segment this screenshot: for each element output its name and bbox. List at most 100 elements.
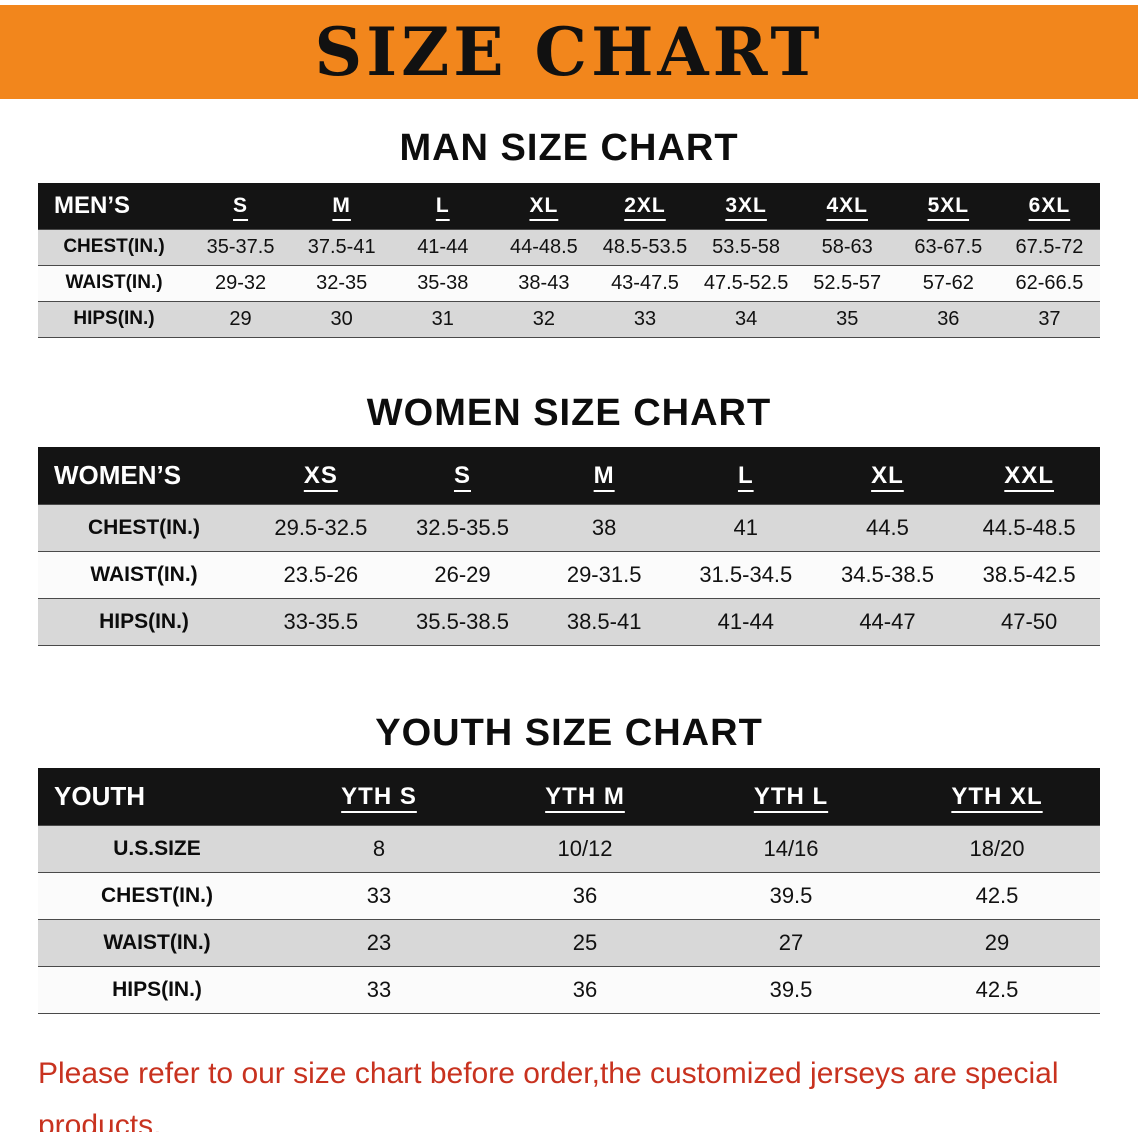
size-header-cell: 3XL	[695, 182, 797, 230]
value-cell: 8	[372, 836, 386, 862]
value-cell: 52.5-57	[813, 271, 882, 294]
value-cell: 29-31.5	[566, 562, 642, 588]
value-cell: 44.5	[866, 515, 909, 541]
value-cell: 26-29	[434, 562, 491, 588]
value-cell: 39.5	[769, 977, 813, 1003]
value-cell: 36	[572, 977, 598, 1003]
value-cell: 38.5-42.5	[982, 562, 1076, 588]
value-cell: 63-67.5	[914, 235, 983, 258]
value-cell: 34.5-38.5	[840, 562, 934, 588]
value-cell: 31	[431, 307, 454, 330]
value-cell: 10/12	[557, 836, 613, 862]
value-cell: 35	[836, 307, 859, 330]
size-header-cell: L	[674, 447, 817, 505]
value-cell: 36	[572, 883, 598, 909]
banner-title: SIZE CHART	[314, 13, 824, 91]
value-cell: 44-48.5	[509, 235, 578, 258]
value-cell: 42.5	[975, 883, 1019, 909]
size-chart-banner: SIZE CHART	[0, 5, 1138, 99]
value-cell: 23.5-26	[283, 562, 359, 588]
youth-section-heading: YOUTH SIZE CHART	[375, 712, 763, 755]
value-cell: 48.5-53.5	[602, 235, 688, 258]
size-header-cell: L	[392, 182, 494, 230]
size-header-cell: S	[190, 182, 292, 230]
youth-size-section: YOUTH SIZE CHART YOUTH YTH S YTH M YTH L YTH…	[0, 712, 1138, 1015]
footer-disclaimer: Please refer to our size chart before or…	[38, 1048, 1112, 1132]
row-label-cell: WAIST(IN.)	[65, 272, 163, 294]
value-cell: 37.5-41	[307, 235, 376, 258]
value-cell: 32-35	[316, 271, 368, 294]
value-cell: 41	[733, 515, 759, 541]
value-cell: 47.5-52.5	[703, 271, 789, 294]
value-cell: 36	[937, 307, 960, 330]
value-cell: 37	[1038, 307, 1061, 330]
size-header-cell: M	[291, 182, 393, 230]
size-header-cell: XL	[816, 447, 959, 505]
value-cell: 33	[366, 883, 392, 909]
value-cell: 29.5-32.5	[274, 515, 368, 541]
row-label-cell: CHEST(IN.)	[63, 236, 165, 258]
table-row: HIPS(IN.) 33 36 39.5 42.5	[38, 966, 1100, 1014]
value-cell: 29	[984, 930, 1010, 956]
value-cell: 35.5-38.5	[416, 609, 509, 635]
table-row: CHEST(IN.) 29.5-32.5 32.5-35.5 38 41 44.5 44.5…	[38, 504, 1100, 552]
size-header-cell: S	[391, 447, 534, 505]
value-cell: 31.5-34.5	[699, 562, 793, 588]
women-section-heading: WOMEN SIZE CHART	[366, 391, 772, 434]
value-cell: 44.5-48.5	[982, 515, 1076, 541]
size-header-cell: M	[533, 447, 675, 505]
value-cell: 35-37.5	[206, 235, 275, 258]
size-header-cell: YTH S	[276, 768, 482, 826]
men-size-section: MAN SIZE CHART MEN’S S M L XL 2XL 3XL 4XL 5XL 6XL…	[0, 127, 1138, 338]
women-size-section: WOMEN SIZE CHART WOMEN’S XS S M L XL XXL CHEST(…	[0, 392, 1138, 647]
value-cell: 25	[572, 930, 598, 956]
value-cell: 39.5	[769, 883, 813, 909]
row-label-cell: WAIST(IN.)	[90, 563, 198, 587]
value-cell: 62-66.5	[1015, 271, 1084, 294]
value-cell: 23	[366, 930, 392, 956]
size-header-cell: XXL	[958, 447, 1100, 505]
table-title-cell: WOMEN’S	[38, 447, 250, 505]
value-cell: 41-44	[417, 235, 469, 258]
row-label-cell: HIPS(IN.)	[73, 308, 155, 330]
value-cell: 32	[532, 307, 555, 330]
women-size-table: WOMEN’S XS S M L XL XXL CHEST(IN.) 29.5-32.5 32.5…	[38, 447, 1100, 647]
table-row: U.S.SIZE 8 10/12 14/16 18/20	[38, 825, 1100, 873]
table-row: CHEST(IN.) 33 36 39.5 42.5	[38, 872, 1100, 920]
value-cell: 47-50	[1001, 609, 1058, 635]
men-section-heading: MAN SIZE CHART	[399, 127, 739, 169]
value-cell: 38.5-41	[566, 609, 642, 635]
value-cell: 33	[366, 977, 392, 1003]
value-cell: 27	[778, 930, 804, 956]
size-header-cell: 5XL	[897, 182, 999, 230]
row-label-cell: HIPS(IN.)	[99, 610, 189, 634]
table-row: WAIST(IN.) 29-32 32-35 35-38 38-43 43-47.5 47.…	[38, 265, 1100, 302]
value-cell: 41-44	[717, 609, 774, 635]
table-header-row: MEN’S S M L XL 2XL 3XL 4XL 5XL 6XL	[38, 182, 1100, 230]
size-header-cell: YTH M	[482, 768, 688, 826]
table-title-cell: YOUTH	[38, 768, 276, 826]
value-cell: 43-47.5	[611, 271, 679, 294]
value-cell: 42.5	[975, 977, 1019, 1003]
value-cell: 14/16	[763, 836, 819, 862]
table-title-cell: MEN’S	[38, 182, 190, 230]
value-cell: 34	[734, 307, 758, 330]
value-cell: 58-63	[821, 235, 873, 258]
value-cell: 29	[229, 307, 252, 330]
table-row: CHEST(IN.) 35-37.5 37.5-41 41-44 44-48.5 48.5…	[38, 229, 1100, 266]
size-header-cell: XL	[493, 182, 595, 230]
disclaimer-line-1: Please refer to our size chart before or…	[38, 1057, 1059, 1132]
table-header-row: WOMEN’S XS S M L XL XXL	[38, 447, 1100, 505]
value-cell: 29-32	[214, 271, 267, 294]
youth-size-table: YOUTH YTH S YTH M YTH L YTH XL U.S.SIZE 8 10/12…	[38, 768, 1100, 1015]
value-cell: 67.5-72	[1015, 235, 1084, 258]
value-cell: 33	[633, 307, 657, 330]
table-header-row: YOUTH YTH S YTH M YTH L YTH XL	[38, 768, 1100, 826]
value-cell: 57-62	[922, 271, 974, 294]
table-row: WAIST(IN.) 23.5-26 26-29 29-31.5 31.5-34.5 34…	[38, 551, 1100, 599]
size-header-cell: 2XL	[594, 182, 696, 230]
size-header-cell: YTH L	[688, 768, 894, 826]
row-label-cell: CHEST(IN.)	[101, 884, 213, 908]
value-cell: 32.5-35.5	[416, 515, 509, 541]
